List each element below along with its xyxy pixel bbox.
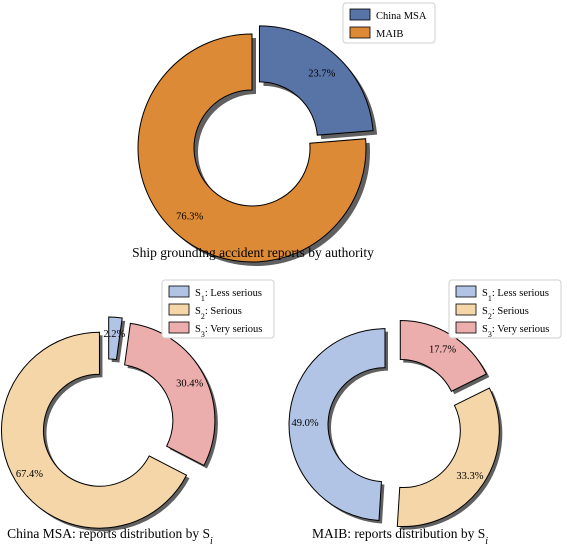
legend-swatch-1 <box>168 285 190 298</box>
legend-swatch-2 <box>349 26 371 39</box>
chart3-data-labels: 17.7% 33.3% 49.0% <box>291 345 483 482</box>
data-label-s2-serious: 33.3% <box>456 471 483 482</box>
chart3-title: MAIB: reports distribution by Si <box>312 526 488 547</box>
legend-label-3: S3: Very serious <box>195 324 262 339</box>
legend-swatch-1 <box>349 8 371 21</box>
data-label-s1-less-serious: 2.2% <box>103 329 125 340</box>
chart2-title: China MSA: reports distribution by Si <box>7 526 213 547</box>
chart2-slices <box>0 316 216 529</box>
legend-label-2: S2: Serious <box>195 306 242 321</box>
legend-label-2: MAIB <box>376 29 403 40</box>
legend-label-1: S1: Less serious <box>195 288 262 303</box>
slice-s2-serious <box>0 331 188 529</box>
slice-s2-serious <box>396 387 500 528</box>
chart1-legend: China MSA MAIB <box>342 2 436 44</box>
legend-frame <box>161 279 275 339</box>
data-label-s2-serious: 67.4% <box>16 469 43 480</box>
data-label-s3-very-serious: 17.7% <box>429 345 456 356</box>
chart2-legend: S1: Less serious S2: Serious S3: Very seri… <box>161 279 275 339</box>
legend-label-1: China MSA <box>376 11 427 22</box>
data-label-s3-very-serious: 30.4% <box>176 379 203 390</box>
chart3-slices <box>288 320 500 528</box>
chart3-legend: S1: Less serious S2: Serious S3: Very seri… <box>448 279 562 339</box>
chart1-title: Ship grounding accident reports by autho… <box>132 245 374 260</box>
slice-s1-less-serious <box>108 316 123 361</box>
legend-swatch-2 <box>168 303 190 316</box>
slice-s3-very-serious <box>399 320 488 392</box>
legend-swatch-1 <box>455 285 477 298</box>
legend-swatch-2 <box>455 303 477 316</box>
slice-china-msa <box>258 25 374 136</box>
legend-label-1: S1: Less serious <box>482 288 549 303</box>
legend-swatch-3 <box>168 321 190 334</box>
data-label-china-msa: 23.7% <box>308 68 335 79</box>
slice-s1-less-serious <box>288 328 386 522</box>
data-label-s1-less-serious: 49.0% <box>291 418 318 429</box>
legend-frame <box>448 279 562 339</box>
slice-s3-very-serious <box>124 322 216 467</box>
chart1-slices <box>137 25 374 263</box>
chart1-data-labels: 23.7% 76.3% <box>176 68 336 222</box>
chart2-data-labels: 2.2% 30.4% 67.4% <box>16 329 204 480</box>
legend-swatch-3 <box>455 321 477 334</box>
slice-maib <box>137 33 367 263</box>
legend-label-2: S2: Serious <box>482 306 529 321</box>
data-label-maib: 76.3% <box>176 212 203 223</box>
legend-label-3: S3: Very serious <box>482 324 549 339</box>
